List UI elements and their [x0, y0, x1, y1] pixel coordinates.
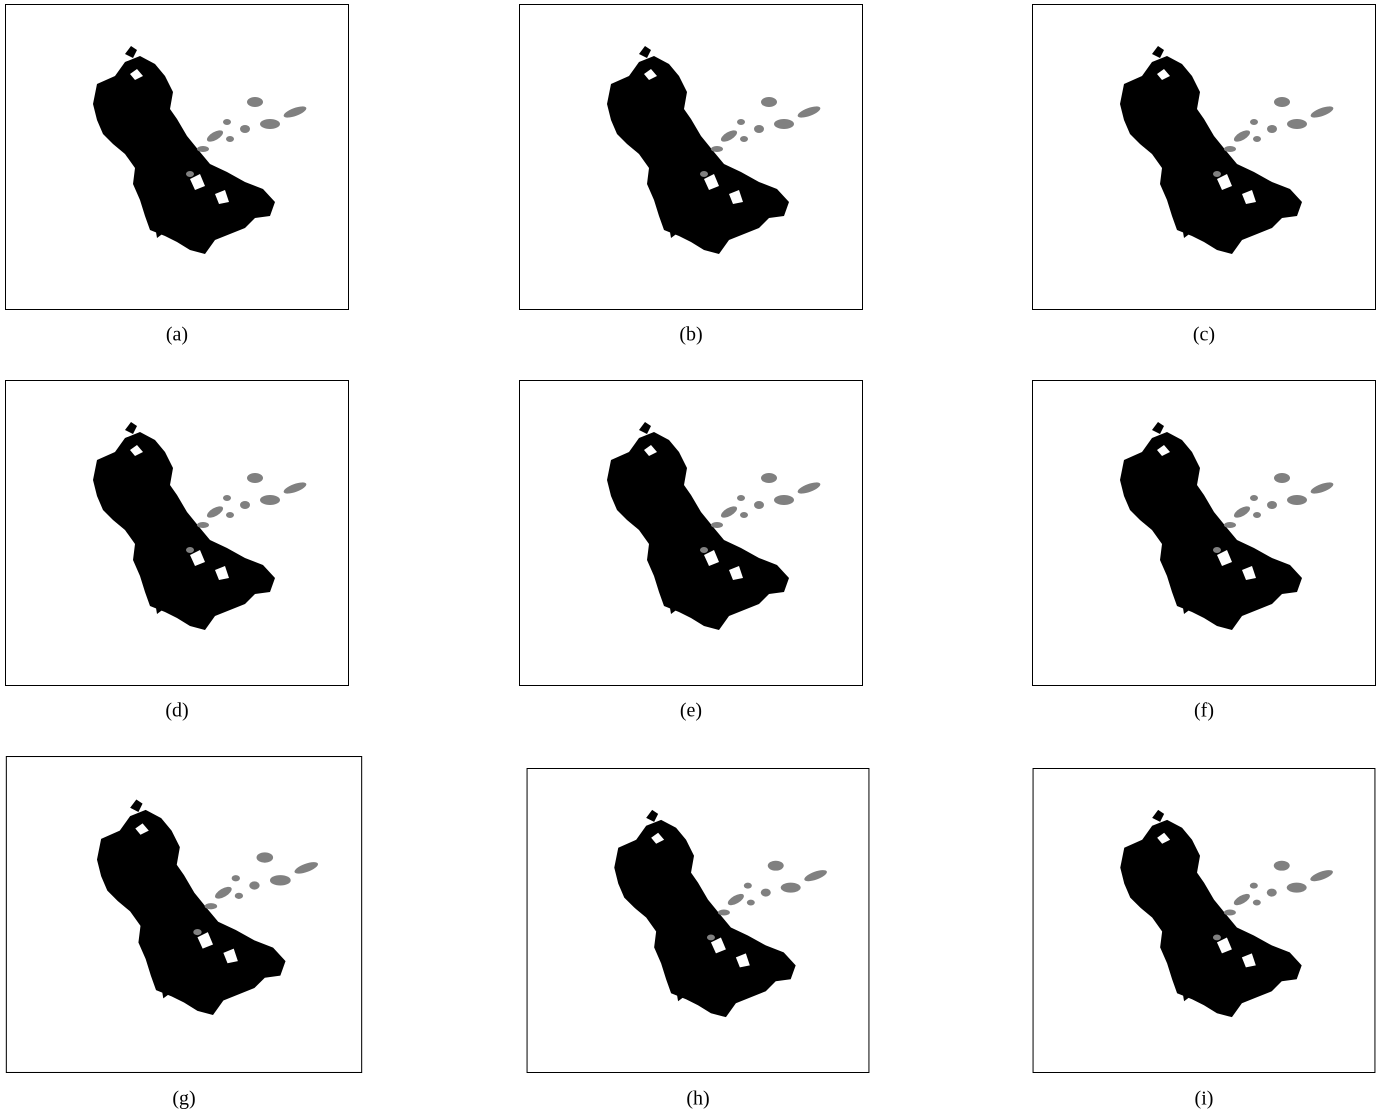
page: (a)(b)(c)(d)(e)(f)(g)(h)(i) (() => { con… [0, 0, 1378, 1114]
panel: (i) [1033, 768, 1375, 1109]
panel-caption: (a) [166, 324, 188, 346]
panel: (a) [6, 5, 349, 346]
panel: (d) [6, 381, 349, 722]
classification-map [6, 5, 349, 310]
panel-grid: (a) (b) (c) (d) (e) (f) (g) (h) (i) [6, 5, 1376, 1110]
panel: (f) [1033, 381, 1376, 722]
panel-caption: (i) [1195, 1088, 1214, 1110]
panel-caption: (f) [1194, 700, 1214, 722]
panel: (c) [1033, 5, 1376, 346]
panel-caption: (h) [686, 1088, 709, 1110]
classification-map [1033, 5, 1376, 310]
panel: (h) [527, 768, 869, 1109]
panel: (e) [520, 381, 863, 722]
classification-map [527, 768, 869, 1072]
classification-map [6, 381, 349, 686]
classification-map [520, 5, 863, 310]
panel-caption: (b) [679, 324, 702, 346]
panel: (g) [6, 757, 361, 1110]
panel-caption: (g) [172, 1088, 195, 1110]
panel-caption: (e) [680, 700, 702, 722]
classification-map [520, 381, 863, 686]
panel-caption: (c) [1193, 324, 1215, 346]
panel-caption: (d) [165, 700, 188, 722]
classification-map [1033, 381, 1376, 686]
classification-map [6, 757, 361, 1073]
classification-map [1033, 768, 1375, 1072]
panel: (b) [520, 5, 863, 346]
figure: (a) (b) (c) (d) (e) (f) (g) (h) (i) [0, 0, 1378, 1114]
